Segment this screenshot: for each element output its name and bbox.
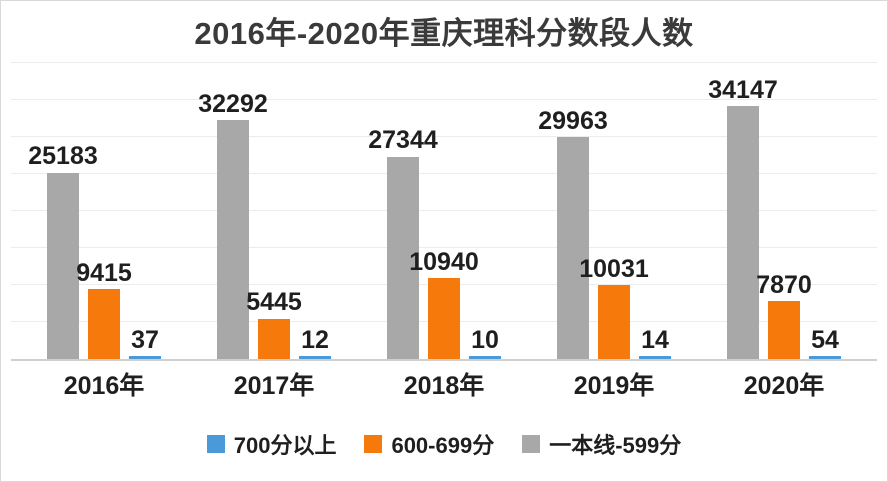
bar-value-label: 12 (301, 325, 329, 354)
bar-value-label: 54 (811, 325, 839, 354)
plot-area-wrapper: 25183 9415 37 32292 5445 12 27344 10940 10 29963 1… (11, 62, 877, 361)
bar-tier1to599 (727, 106, 759, 359)
bar-value-label: 27344 (368, 126, 438, 155)
legend-label: 一本线-599分 (549, 433, 682, 458)
legend-label: 600-699分 (391, 433, 495, 458)
x-axis-label: 2016年 (63, 372, 145, 400)
legend-item-700plus: 700分以上 (206, 428, 337, 460)
legend-item-600to699: 600-699分 (364, 428, 494, 460)
bar-column-600to699: 5445 (246, 63, 302, 359)
bar-value-label: 10 (471, 325, 499, 354)
bar-700plus (469, 356, 501, 359)
x-axis-label: 2019年 (573, 372, 655, 400)
bar-group: 29963 10031 14 (538, 63, 671, 359)
bar-tier1to599 (47, 172, 79, 359)
gridline (11, 62, 877, 63)
bar-600to699 (598, 284, 630, 359)
bar-column-tier1to599: 27344 (368, 63, 438, 359)
bar-column-600to699: 7870 (756, 63, 812, 359)
bar-600to699 (88, 289, 120, 359)
x-axis-labels: 2016年 2017年 2018年 2019年 2020年 (11, 361, 877, 407)
bar-column-700plus: 37 (129, 63, 161, 359)
gridline (11, 210, 877, 211)
bar-value-label: 5445 (246, 288, 302, 317)
x-axis-label: 2020年 (743, 372, 825, 400)
bar-600to699 (768, 300, 800, 359)
bar-600to699 (428, 278, 460, 359)
bar-group: 25183 9415 37 (28, 63, 161, 359)
bar-value-label: 32292 (198, 89, 268, 118)
bar-700plus (129, 356, 161, 359)
bar-group: 27344 10940 10 (368, 63, 501, 359)
bar-column-tier1to599: 34147 (708, 63, 778, 359)
bar-700plus (809, 356, 841, 359)
bar-group: 32292 5445 12 (198, 63, 331, 359)
bar-value-label: 7870 (756, 270, 812, 299)
bar-value-label: 29963 (538, 107, 608, 136)
bar-value-label: 37 (131, 325, 159, 354)
bar-tier1to599 (217, 120, 249, 359)
bar-tier1to599 (557, 137, 589, 359)
legend-swatch-700plus (206, 435, 225, 453)
gridline (11, 99, 877, 100)
bar-column-tier1to599: 25183 (28, 63, 98, 359)
bar-column-700plus: 54 (809, 63, 841, 359)
legend-label: 700分以上 (233, 433, 337, 458)
bar-value-label: 34147 (708, 76, 778, 105)
gridline (11, 136, 877, 137)
x-axis-label: 2018年 (403, 372, 485, 400)
x-axis-label: 2017年 (233, 372, 315, 400)
gridline (11, 173, 877, 174)
bar-value-label: 10940 (409, 247, 479, 276)
chart-title: 2016年-2020年重庆理科分数段人数 (194, 16, 694, 51)
bar-column-700plus: 12 (299, 63, 331, 359)
bar-value-label: 14 (641, 325, 669, 354)
bar-column-600to699: 10031 (579, 63, 649, 359)
bar-column-700plus: 10 (469, 63, 501, 359)
bar-column-tier1to599: 32292 (198, 63, 268, 359)
gridline (11, 247, 877, 248)
legend-swatch-tier1to599 (522, 435, 541, 453)
bar-column-tier1to599: 29963 (538, 63, 608, 359)
bar-value-label: 10031 (579, 254, 649, 283)
bar-column-600to699: 10940 (409, 63, 479, 359)
bar-600to699 (258, 318, 290, 359)
plot-area: 25183 9415 37 32292 5445 12 27344 10940 10 29963 1… (11, 63, 877, 359)
legend-item-tier1to599: 一本线-599分 (522, 428, 681, 460)
bar-tier1to599 (387, 156, 419, 359)
bar-column-700plus: 14 (639, 63, 671, 359)
bar-group: 34147 7870 54 (708, 63, 841, 359)
legend-swatch-600to699 (364, 435, 383, 453)
bar-value-label: 9415 (76, 259, 132, 288)
bar-value-label: 25183 (28, 142, 98, 171)
legend: 700分以上 600-699分 一本线-599分 (1, 407, 887, 481)
bar-700plus (639, 356, 671, 359)
bar-column-600to699: 9415 (76, 63, 132, 359)
bar-700plus (299, 356, 331, 359)
